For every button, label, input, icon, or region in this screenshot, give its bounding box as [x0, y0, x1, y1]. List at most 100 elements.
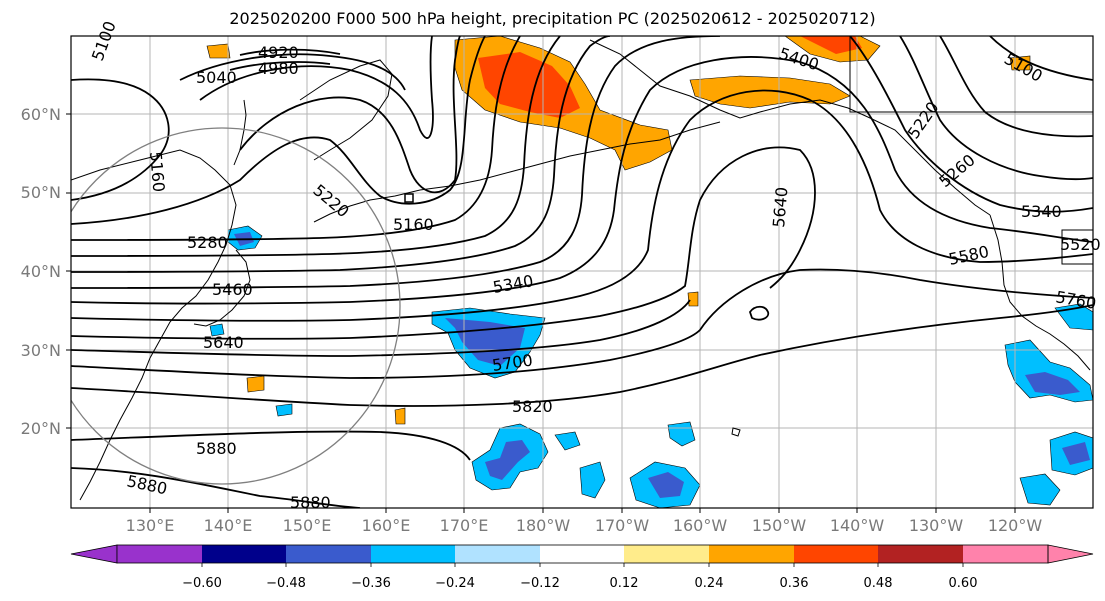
colorbar-tick-label: −0.60 [182, 576, 222, 591]
contour-label-5820: 5820 [512, 397, 553, 416]
contour-east-5280 [899, 36, 1093, 181]
small-box-left [404, 193, 414, 203]
precip-region-subtropic-west [275, 403, 293, 417]
contour-label-4980: 4980 [258, 59, 299, 78]
contour-label-5460: 5460 [212, 280, 253, 299]
colorbar-segment [286, 545, 371, 563]
colorbar [70, 544, 1094, 567]
lon-label-130e: 130°E [126, 516, 175, 535]
colorbar-outline [116, 544, 1049, 564]
colorbar-tick-label: 0.60 [949, 576, 978, 591]
lon-label-160w: 160°W [673, 516, 728, 535]
contour-5700 [71, 299, 691, 357]
colorbar-segment [202, 545, 286, 563]
contour-label-5880-c: 5880 [290, 493, 331, 512]
contour-label-5640-east: 5640 [769, 186, 791, 228]
precip-region-honshu [209, 323, 225, 337]
contour-label-5340-east: 5340 [1021, 202, 1062, 221]
precip-region-east-1-core [1025, 372, 1080, 395]
longitude-labels: 130°E 140°E 150°E 160°E 170°E 180°W 170°… [126, 516, 1043, 535]
contour-label-5040: 5040 [196, 68, 237, 87]
lon-label-160e: 160°E [362, 516, 411, 535]
precip-region-west-small-1 [246, 375, 265, 393]
lon-label-180w: 180°W [516, 516, 571, 535]
colorbar-tick-label: 0.48 [864, 576, 893, 591]
precip-region-subtropic-1-core [485, 440, 530, 480]
colorbar-segment [963, 545, 1048, 563]
contour-5820 [71, 304, 1093, 407]
contour-5160-b [239, 36, 461, 194]
lat-label-50n: 50°N [21, 183, 61, 202]
graticule [71, 36, 1093, 508]
contour-4980 [229, 61, 331, 71]
contour-5280 [71, 36, 521, 241]
colorbar-extend-high [1047, 544, 1094, 564]
contour-5460 [71, 36, 721, 289]
coastline-aleutians [313, 121, 721, 223]
axis-ticks [66, 113, 1016, 513]
contour-5520 [71, 56, 1093, 305]
contour-label-5280: 5280 [187, 233, 228, 252]
precip-region-east-3 [1019, 473, 1061, 506]
contour-5640 [71, 146, 816, 340]
lon-label-140e: 140°E [204, 516, 253, 535]
colorbar-segment [540, 545, 624, 563]
lon-label-150w: 150°W [752, 516, 807, 535]
precip-region-bering-core [478, 52, 580, 118]
map-frame [70, 35, 1094, 509]
colorbar-tick-label: 0.12 [610, 576, 639, 591]
lon-label-150e: 150°E [283, 516, 332, 535]
lat-label-40n: 40°N [21, 262, 61, 281]
lon-label-170e: 170°E [440, 516, 489, 535]
colorbar-tick-label: −0.24 [435, 576, 475, 591]
colorbar-segment [794, 545, 878, 563]
precip-region-kamchatka [206, 43, 231, 59]
contour-5040 [179, 53, 406, 91]
colorbar-segment [878, 545, 963, 563]
precip-negative-regions [209, 225, 1093, 508]
contour-label-4920: 4920 [258, 43, 299, 62]
lon-label-130w: 130°W [909, 516, 964, 535]
contour-5760 [71, 268, 1093, 379]
contour-label-5640-west: 5640 [203, 333, 244, 352]
contour-label-5160-west: 5160 [146, 151, 168, 193]
lon-label-120w: 120°W [988, 516, 1043, 535]
map-title: 2025020200 F000 500 hPa height, precipit… [229, 9, 876, 28]
colorbar-tick-labels: −0.60 −0.48 −0.36 −0.24 −0.12 0.12 0.24 … [182, 576, 977, 591]
lat-label-20n: 20°N [21, 419, 61, 438]
contour-5880 [71, 430, 471, 461]
colorbar-segment [455, 545, 540, 563]
colorbar-extend-low [70, 544, 118, 564]
colorbar-segment [371, 545, 455, 563]
colorbar-segment [117, 545, 202, 563]
contour-5160 [71, 78, 170, 201]
contour-label-5520: 5520 [1060, 235, 1101, 254]
lat-label-60n: 60°N [21, 105, 61, 124]
coastline-sakhalin [233, 99, 247, 166]
colorbar-segment [624, 545, 709, 563]
inset-box-top [849, 36, 1093, 113]
coastline-hawaii [731, 427, 741, 437]
precip-region-north-edge-core [800, 36, 862, 54]
contour-5580 [71, 89, 1093, 322]
lat-label-30n: 30°N [21, 341, 61, 360]
contour-5100 [199, 36, 434, 139]
colorbar-tick-label: 0.36 [780, 576, 809, 591]
contour-label-5880-a: 5880 [196, 439, 237, 458]
precip-region-subtropic-4-core [648, 472, 684, 498]
colorbar-tick-label: −0.36 [351, 576, 391, 591]
lon-label-140w: 140°W [830, 516, 885, 535]
contour-label-5160-mid: 5160 [393, 215, 434, 234]
contour-5880-lower [71, 467, 361, 508]
colorbar-tick-label: 0.24 [695, 576, 724, 591]
contour-4920 [239, 48, 341, 56]
precip-region-east-2-core [1062, 442, 1090, 465]
contour-east-5340 [849, 36, 1093, 213]
precip-region-north-pacific-core [445, 318, 525, 366]
latitude-labels: 60°N 50°N 40°N 30°N 20°N [21, 105, 61, 438]
precip-region-west-small-2 [394, 407, 406, 425]
coastline-kamchatka [299, 59, 393, 161]
contour-5400 [71, 36, 611, 273]
colorbar-segment [709, 545, 794, 563]
lon-label-170w: 170°W [595, 516, 650, 535]
